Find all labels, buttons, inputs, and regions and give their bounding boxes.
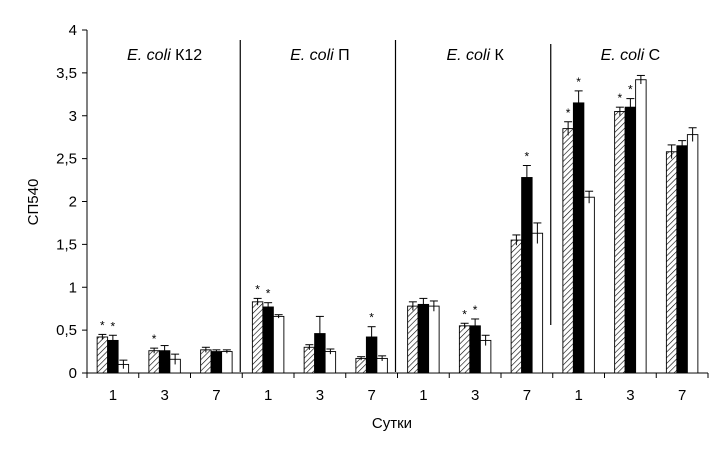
bar [458, 325, 471, 374]
group-title: E. coli К12 [127, 47, 202, 64]
x-tick-label: 1 [264, 387, 272, 404]
group-title-strain: С [644, 47, 660, 64]
bar [221, 351, 233, 374]
significance-star: * [111, 319, 116, 333]
bar [624, 106, 637, 374]
y-tick-label: 2,5 [56, 151, 77, 168]
x-tick-label: 7 [523, 387, 531, 404]
significance-star: * [618, 91, 623, 105]
y-axis-label: СП540 [25, 179, 42, 226]
significance-star: * [628, 83, 633, 97]
group-title: E. coli К [446, 47, 504, 64]
y-tick-label: 3 [69, 108, 77, 125]
significance-star: * [462, 307, 467, 321]
bar [148, 350, 160, 374]
bar [572, 102, 585, 374]
bar [417, 303, 430, 374]
bar [303, 346, 316, 374]
group-title-species: E. coli [290, 47, 334, 64]
y-tick-label: 4 [69, 22, 77, 39]
bar [635, 79, 647, 374]
x-tick-label: 7 [212, 387, 220, 404]
y-tick-label: 0,5 [56, 322, 77, 339]
bar [676, 145, 688, 374]
x-tick-label: 3 [471, 387, 479, 404]
significance-star: * [266, 287, 271, 301]
x-tick-label: 7 [367, 387, 375, 404]
significance-star: * [100, 318, 105, 332]
bar [251, 301, 264, 374]
significance-star: * [576, 75, 581, 89]
bar [469, 325, 481, 374]
significance-star: * [152, 332, 157, 346]
bar [583, 196, 595, 374]
group-title: E. coli С [601, 47, 661, 64]
x-tick-label: 1 [574, 387, 582, 404]
y-tick-label: 1 [69, 279, 77, 296]
x-axis-label: Сутки [372, 415, 412, 432]
group-title: E. coli П [290, 47, 350, 64]
bar [210, 351, 223, 374]
bar [355, 357, 367, 374]
bar [407, 305, 419, 374]
significance-star: * [255, 282, 260, 296]
bar [531, 232, 544, 374]
bar [262, 306, 274, 374]
significance-star: * [473, 303, 478, 317]
bar [614, 111, 626, 374]
group-title-strain: К12 [171, 47, 203, 64]
significance-star: * [525, 149, 530, 163]
x-tick-label: 1 [109, 387, 117, 404]
x-tick-label: 3 [316, 387, 324, 404]
y-tick-label: 1,5 [56, 236, 77, 253]
bar [510, 239, 523, 374]
bar [428, 305, 440, 374]
y-tick-label: 3,5 [56, 65, 77, 82]
bar [96, 336, 109, 374]
y-tick-label: 0 [69, 365, 77, 382]
bar [324, 351, 337, 374]
x-tick-label: 7 [678, 387, 686, 404]
group-title-strain: П [334, 47, 350, 64]
significance-star: * [566, 106, 571, 120]
bar [562, 128, 574, 374]
bar [686, 134, 699, 374]
y-tick-label: 2 [69, 194, 77, 211]
bar [200, 349, 212, 374]
group-title-strain: К [490, 47, 504, 64]
bar [665, 151, 678, 374]
group-title-species: E. coli [446, 47, 490, 64]
significance-star: * [369, 311, 374, 325]
group-title-species: E. coli [127, 47, 171, 64]
x-tick-label: 3 [626, 387, 634, 404]
group-title-species: E. coli [601, 47, 645, 64]
bar [521, 177, 533, 374]
x-tick-label: 1 [419, 387, 427, 404]
x-tick-label: 3 [160, 387, 168, 404]
bar [272, 315, 285, 374]
